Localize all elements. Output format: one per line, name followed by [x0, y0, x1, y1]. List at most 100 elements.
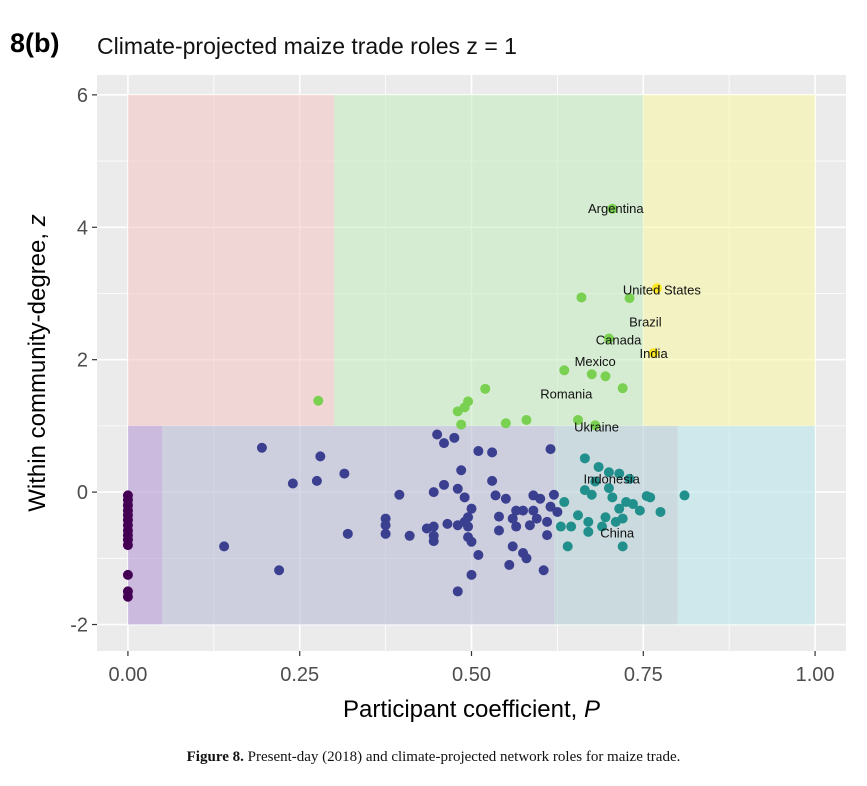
- role-regions: [127, 94, 816, 625]
- point-navy: [339, 468, 350, 479]
- point-teal: [603, 467, 614, 478]
- point-teal: [555, 521, 566, 532]
- point-navy: [507, 513, 518, 524]
- x-tick-label: 0.25: [280, 664, 319, 686]
- point-teal: [600, 512, 611, 523]
- point-navy: [311, 475, 322, 486]
- point-navy: [315, 451, 326, 462]
- point-navy: [256, 442, 267, 453]
- point-green: [600, 371, 611, 382]
- point-navy: [274, 565, 285, 576]
- point-green: [624, 293, 635, 304]
- point-navy: [287, 478, 298, 489]
- role-region-1: [127, 94, 335, 426]
- point-navy: [511, 521, 522, 532]
- point-teal: [597, 521, 608, 532]
- point-purple: [122, 569, 133, 580]
- point-navy: [439, 438, 450, 449]
- point-green: [500, 418, 511, 429]
- point-teal: [614, 468, 625, 479]
- point-teal: [562, 541, 573, 552]
- point-teal: [603, 483, 614, 494]
- point-teal: [590, 476, 601, 487]
- point-navy: [219, 541, 230, 552]
- country-label: Romania: [540, 387, 593, 402]
- country-label: Brazil: [629, 314, 662, 329]
- point-teal: [586, 489, 597, 500]
- point-navy: [490, 490, 501, 501]
- point-teal: [579, 453, 590, 464]
- point-green: [456, 419, 467, 430]
- point-navy: [545, 444, 556, 455]
- point-navy: [518, 505, 529, 516]
- country-label: India: [639, 346, 668, 361]
- point-teal: [624, 473, 635, 484]
- point-navy: [442, 518, 453, 529]
- point-navy: [511, 505, 522, 516]
- role-region-7: [677, 425, 816, 625]
- y-axis-title-text: Within community-degree,: [24, 226, 51, 511]
- point-green: [313, 395, 324, 406]
- chart-title: Climate-projected maize trade roles z = …: [97, 33, 517, 59]
- point-teal: [573, 510, 584, 521]
- point-navy: [487, 475, 498, 486]
- point-navy: [428, 487, 439, 498]
- point-teal: [614, 503, 625, 514]
- point-teal: [583, 516, 594, 527]
- y-tick-label: 4: [77, 217, 88, 239]
- point-teal: [593, 461, 604, 472]
- point-teal: [634, 505, 645, 516]
- point-navy: [428, 536, 439, 547]
- x-tick-label: 0.75: [624, 664, 663, 686]
- x-axis-title-italic: P: [584, 696, 600, 723]
- role-region-5: [162, 425, 554, 625]
- country-label: Canada: [596, 332, 642, 347]
- x-tick-label: 0.50: [452, 664, 491, 686]
- point-teal: [583, 526, 594, 537]
- country-label: Argentina: [588, 201, 644, 216]
- point-teal: [679, 490, 690, 501]
- point-green: [576, 292, 587, 303]
- point-teal: [627, 499, 638, 510]
- data-points: [122, 203, 690, 602]
- figure-caption: Figure 8. Present-day (2018) and climate…: [0, 749, 867, 766]
- point-teal: [559, 497, 570, 508]
- x-tick-label: 0.00: [108, 664, 147, 686]
- point-navy: [439, 479, 450, 490]
- x-axis-title: Participant coefficient, P: [343, 696, 600, 723]
- point-navy: [463, 521, 474, 532]
- country-label: Mexico: [575, 354, 616, 369]
- point-navy: [531, 513, 542, 524]
- point-green: [607, 203, 618, 214]
- axes: 0.00 0.25 0.50 0.75 1.00 -2 0 2 4 6: [70, 85, 834, 686]
- point-green: [480, 383, 491, 394]
- point-navy: [548, 489, 559, 500]
- point-teal: [645, 492, 656, 503]
- point-green: [463, 396, 474, 407]
- point-green: [573, 414, 584, 425]
- y-tick-label: 0: [77, 482, 88, 504]
- point-navy: [545, 501, 556, 512]
- point-navy: [504, 559, 515, 570]
- y-tick-label: 2: [77, 350, 88, 372]
- point-teal: [617, 541, 628, 552]
- point-navy: [493, 511, 504, 522]
- point-navy: [466, 536, 477, 547]
- point-navy: [466, 569, 477, 580]
- point-navy: [473, 550, 484, 560]
- y-tick-label: -2: [70, 615, 88, 637]
- point-navy: [459, 492, 470, 503]
- point-green: [603, 333, 614, 344]
- point-navy: [466, 503, 477, 514]
- point-navy: [542, 516, 553, 527]
- point-navy: [432, 429, 443, 440]
- point-green: [559, 365, 570, 376]
- point-navy: [456, 465, 467, 476]
- point-green: [617, 383, 628, 394]
- point-navy: [473, 446, 484, 457]
- point-navy: [394, 489, 405, 500]
- point-navy: [524, 520, 535, 531]
- role-region-2: [334, 94, 644, 426]
- point-navy: [452, 586, 463, 597]
- caption-text: Present-day (2018) and climate-projected…: [243, 749, 681, 765]
